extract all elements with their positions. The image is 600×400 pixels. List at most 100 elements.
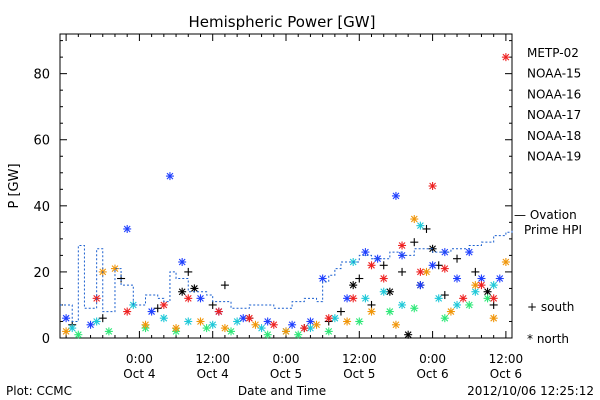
- north-marker-noaa-17: [410, 304, 419, 313]
- north-marker-noaa-19: [123, 307, 132, 316]
- chart-title: Hemispheric Power [GW]: [189, 13, 376, 31]
- legend-entry-metp-02: METP-02: [527, 46, 579, 60]
- south-marker-metp-02: [98, 314, 107, 323]
- north-marker-noaa-15: [86, 320, 95, 329]
- north-marker-noaa-18: [62, 327, 71, 336]
- north-marker-noaa-19: [349, 294, 358, 303]
- north-marker-noaa-15: [62, 314, 71, 323]
- north-marker-noaa-19: [428, 182, 437, 190]
- north-marker-noaa-15: [391, 191, 400, 200]
- north-marker-noaa-18: [251, 320, 260, 329]
- y-axis: 0 20 40 60 80: [33, 40, 512, 347]
- north-marker-metp-02: [190, 284, 199, 293]
- north-marker-noaa-17: [263, 330, 272, 339]
- south-marker-metp-02: [398, 267, 407, 276]
- north-marker-noaa-17: [355, 317, 364, 326]
- north-marker-noaa-19: [245, 314, 254, 323]
- north-marker-noaa-16: [453, 300, 462, 309]
- north-marker-noaa-16: [257, 324, 266, 333]
- y-tick-label: 40: [33, 200, 50, 215]
- y-tick-label: 60: [33, 134, 50, 149]
- north-marker-noaa-15: [263, 317, 272, 326]
- north-marker-noaa-15: [453, 274, 462, 283]
- north-marker-noaa-19: [440, 264, 449, 273]
- north-marker-noaa-17: [227, 327, 236, 336]
- north-marker-noaa-18: [343, 317, 352, 326]
- north-marker-noaa-16: [233, 317, 242, 326]
- north-marker-noaa-18: [172, 324, 181, 333]
- x-tick-label-date: Oct 4: [123, 367, 155, 381]
- north-marker-noaa-15: [178, 258, 187, 266]
- south-marker-metp-02: [336, 307, 345, 316]
- north-marker-noaa-16: [361, 294, 370, 303]
- north-marker-noaa-15: [165, 172, 174, 181]
- north-marker-noaa-16: [306, 324, 315, 333]
- x-tick-label-time: 12:00: [195, 352, 230, 366]
- legend: METP-02 NOAA-15 NOAA-16 NOAA-17 NOAA-18 NOAA-…: [514, 46, 582, 346]
- north-marker-noaa-19: [416, 267, 425, 276]
- north-marker-noaa-16: [208, 320, 217, 329]
- y-tick-label: 0: [42, 332, 50, 347]
- north-marker-noaa-15: [428, 261, 437, 270]
- north-marker-noaa-17: [294, 330, 303, 339]
- north-marker-noaa-18: [391, 320, 400, 329]
- north-marker-noaa-19: [214, 307, 223, 316]
- x-tick-label-time: 0:00: [419, 352, 446, 366]
- x-tick-label-time: 12:00: [489, 352, 524, 366]
- plot-area: [60, 53, 513, 339]
- north-marker-noaa-19: [159, 300, 168, 309]
- north-marker-noaa-19: [184, 294, 193, 303]
- north-marker-noaa-16: [416, 221, 425, 230]
- north-marker-noaa-16: [434, 294, 443, 303]
- north-marker-noaa-17: [385, 307, 394, 316]
- south-marker-metp-02: [379, 261, 388, 270]
- north-marker-noaa-15: [361, 248, 370, 257]
- north-marker-noaa-16: [92, 317, 101, 326]
- legend-south-marker: + south: [527, 300, 574, 314]
- south-marker-metp-02: [422, 224, 431, 233]
- south-marker-metp-02: [220, 281, 229, 290]
- x-tick-label-time: 0:00: [273, 352, 300, 366]
- north-marker-noaa-17: [465, 300, 474, 309]
- south-marker-metp-02: [471, 267, 480, 276]
- south-marker-metp-02: [440, 291, 449, 300]
- south-marker-metp-02: [453, 254, 462, 263]
- legend-entry-noaa-16: NOAA-16: [527, 87, 581, 101]
- legend-entry-noaa-19: NOAA-19: [527, 150, 581, 164]
- north-marker-noaa-16: [398, 300, 407, 309]
- north-marker-noaa-19: [324, 314, 333, 323]
- north-marker-noaa-18: [489, 314, 498, 323]
- north-marker-metp-02: [349, 281, 358, 290]
- x-tick-label-date: Oct 5: [270, 367, 302, 381]
- x-tick-label-time: 0:00: [126, 352, 153, 366]
- footer-timestamp: 2012/10/06 12:25:12: [467, 384, 594, 398]
- north-marker-noaa-18: [501, 258, 510, 266]
- north-marker-noaa-19: [300, 324, 309, 333]
- south-marker-metp-02: [153, 304, 162, 313]
- legend-ovation-line1: — Ovation: [514, 208, 577, 222]
- north-marker-noaa-17: [324, 327, 333, 336]
- north-marker-noaa-17: [202, 324, 211, 333]
- south-marker-metp-02: [184, 267, 193, 276]
- north-marker-noaa-17: [74, 330, 83, 339]
- plot-frame: [59, 33, 513, 339]
- north-marker-noaa-19: [269, 320, 278, 329]
- x-tick-label-date: Oct 6: [490, 367, 522, 381]
- y-tick-label: 20: [33, 266, 50, 281]
- north-marker-noaa-19: [477, 281, 486, 290]
- north-marker-noaa-15: [495, 274, 504, 283]
- legend-ovation-line2: Prime HPI: [524, 223, 582, 237]
- north-marker-noaa-18: [282, 327, 290, 336]
- x-axis-label: Date and Time: [238, 384, 326, 398]
- south-marker-metp-02: [208, 300, 217, 309]
- north-marker-noaa-16: [184, 317, 193, 326]
- north-marker-noaa-19: [501, 53, 510, 62]
- north-marker-noaa-18: [312, 320, 321, 329]
- legend-entry-noaa-17: NOAA-17: [527, 108, 581, 122]
- x-tick-label-date: Oct 4: [197, 367, 229, 381]
- north-marker-noaa-15: [306, 317, 315, 326]
- north-marker-noaa-15: [123, 224, 132, 233]
- north-marker-noaa-16: [68, 324, 77, 333]
